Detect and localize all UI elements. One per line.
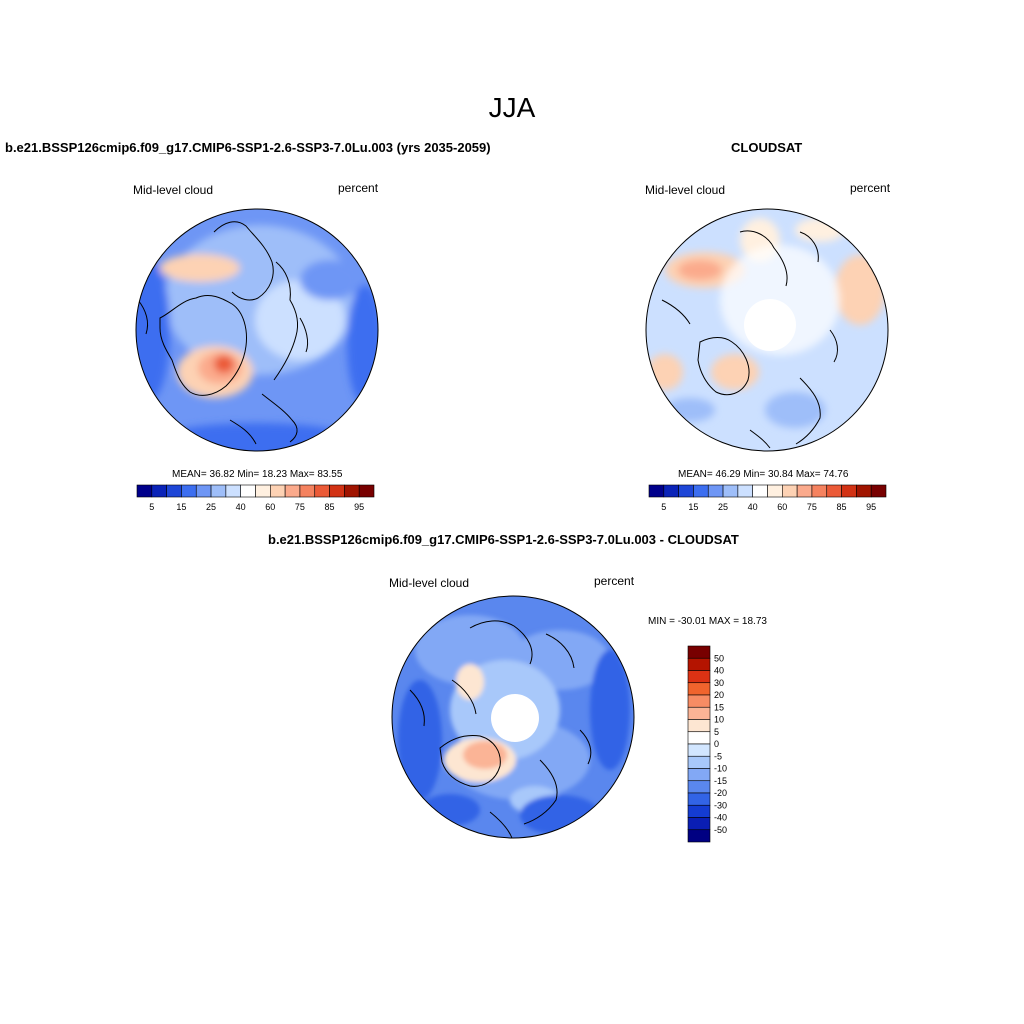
panel3-colorbar-tick-label: 5	[714, 727, 719, 737]
panel1-colorbar-tick-label: 85	[325, 502, 335, 512]
panel2-colorbar-swatch	[693, 484, 709, 498]
panel3-title: b.e21.BSSP126cmip6.f09_g17.CMIP6-SSP1-2.…	[268, 532, 739, 547]
panel1-colorbar-swatch	[166, 484, 182, 498]
panel1-colorbar-swatch	[270, 484, 286, 498]
panel3-colorbar-swatch	[687, 731, 711, 745]
panel2-colorbar-swatch	[648, 484, 665, 498]
panel2-stats: MEAN= 46.29 Min= 30.84 Max= 74.76	[678, 469, 849, 480]
panel3-colorbar-tick-label: 0	[714, 739, 719, 749]
panel3-colorbar-tick-label: 20	[714, 690, 724, 700]
panel3-colorbar-swatch	[687, 768, 711, 782]
panel3-colorbar-tick-label: 15	[714, 702, 724, 712]
panel3-colorbar-swatch	[687, 755, 711, 769]
panel3-colorbar-tick-label: -5	[714, 751, 722, 761]
panel2-colorbar-swatch	[767, 484, 783, 498]
panel1-colorbar-tick-label: 95	[354, 502, 364, 512]
panel1-stats: MEAN= 36.82 Min= 18.23 Max= 83.55	[172, 469, 343, 480]
panel2-variable-label: Mid-level cloud	[645, 183, 726, 197]
panel1-colorbar-swatch	[344, 484, 360, 498]
panel3-colorbar-swatch	[687, 645, 711, 659]
panel2-colorbar-tick-label: 15	[688, 502, 698, 512]
panel1-colorbar-tick-label: 15	[176, 502, 186, 512]
panel3-colorbar-swatch	[687, 829, 711, 843]
panel3-colorbar-tick-label: -15	[714, 776, 727, 786]
panel3-stats: MIN = -30.01 MAX = 18.73	[648, 616, 767, 627]
panel1-colorbar-tick-label: 5	[149, 502, 154, 512]
panel2-colorbar-swatch	[737, 484, 753, 498]
panel3-colorbar-tick-label: 10	[714, 715, 724, 725]
panel1-colorbar-swatch	[195, 484, 212, 498]
panel1-units-label: percent	[338, 181, 379, 195]
panel3-colorbar-swatch	[687, 694, 711, 708]
panel1-colorbar-swatch	[181, 484, 197, 498]
panel1-colorbar-swatch	[358, 484, 375, 498]
panel2-colorbar-tick-label: 40	[748, 502, 758, 512]
panel3-colorbar-tick-label: -30	[714, 800, 727, 810]
panel1-colorbar-tick-label: 60	[265, 502, 275, 512]
panel2-map	[645, 208, 889, 452]
panel1-variable-label: Mid-level cloud	[133, 183, 214, 197]
panel2-colorbar-swatch	[722, 484, 739, 498]
panel2-colorbar-tick-label: 75	[807, 502, 817, 512]
panel2-colorbar: 5 15 25 40 60 75 85 95	[648, 484, 887, 512]
panel2-colorbar-swatch	[707, 484, 724, 498]
panel2-colorbar-tick-label: 95	[866, 502, 876, 512]
panel2-colorbar-swatch	[826, 484, 842, 498]
panel1-colorbar-tick-label: 40	[236, 502, 246, 512]
panel3-colorbar-tick-label: 50	[714, 653, 724, 663]
panel3-colorbar-swatch	[687, 792, 711, 806]
panel2-colorbar-swatch	[811, 484, 828, 498]
panel3-colorbar-tick-label: 40	[714, 666, 724, 676]
panel2-colorbar-tick-label: 85	[837, 502, 847, 512]
panel1-colorbar-swatch	[329, 484, 345, 498]
panel2-colorbar-swatch	[856, 484, 872, 498]
panel3-colorbar-tick-label: -20	[714, 788, 727, 798]
panel3-colorbar-tick-label: -10	[714, 764, 727, 774]
panel1-map	[135, 208, 379, 452]
panel1-colorbar-swatch	[136, 484, 153, 498]
panel3-variable-label: Mid-level cloud	[389, 576, 470, 590]
panel2-colorbar-swatch	[841, 484, 857, 498]
panel2-colorbar-swatch	[678, 484, 694, 498]
panel1-colorbar-swatch	[225, 484, 241, 498]
panel3-colorbar-swatch	[687, 780, 711, 794]
panel1-colorbar-swatch	[240, 484, 256, 498]
panel3-colorbar-swatch	[687, 817, 711, 831]
panel1-colorbar: 5 15 25 40 60 75 85 95	[136, 484, 375, 512]
panel3-colorbar-swatch	[687, 804, 711, 818]
panel3-colorbar-swatch	[687, 682, 711, 696]
panel3-colorbar-tick-label: 30	[714, 678, 724, 688]
panel2-colorbar-swatch	[796, 484, 813, 498]
panel1-colorbar-swatch	[210, 484, 227, 498]
panel3-colorbar-tick-label: -50	[714, 825, 727, 835]
panel1-colorbar-swatch	[284, 484, 301, 498]
panel1-title: b.e21.BSSP126cmip6.f09_g17.CMIP6-SSP1-2.…	[5, 140, 491, 155]
panel3-map	[391, 595, 635, 839]
panel1-colorbar-swatch	[151, 484, 167, 498]
panel3-colorbar-swatch	[687, 670, 711, 684]
panel2-colorbar-tick-label: 60	[777, 502, 787, 512]
panel3-colorbar-swatch	[687, 719, 711, 733]
panel3-colorbar-swatch	[687, 657, 711, 671]
panel1-colorbar-swatch	[314, 484, 330, 498]
panel3-colorbar-swatch	[687, 743, 711, 757]
panel3-colorbar-swatch	[687, 706, 711, 720]
panel3-units-label: percent	[594, 574, 635, 588]
panel2-colorbar-tick-label: 25	[718, 502, 728, 512]
panel2-colorbar-swatch	[663, 484, 679, 498]
panel3-colorbar-tick-label: -40	[714, 813, 727, 823]
panel1-colorbar-swatch	[255, 484, 271, 498]
panel1-colorbar-swatch	[299, 484, 316, 498]
panel1-colorbar-tick-label: 25	[206, 502, 216, 512]
panel2-colorbar-swatch	[752, 484, 768, 498]
panel2-colorbar-swatch	[870, 484, 887, 498]
panel1-colorbar-tick-label: 75	[295, 502, 305, 512]
panel2-title: CLOUDSAT	[731, 140, 803, 155]
panel2-colorbar-swatch	[782, 484, 798, 498]
figure-title: JJA	[488, 92, 536, 123]
panel2-colorbar-tick-label: 5	[661, 502, 666, 512]
panel2-units-label: percent	[850, 181, 891, 195]
